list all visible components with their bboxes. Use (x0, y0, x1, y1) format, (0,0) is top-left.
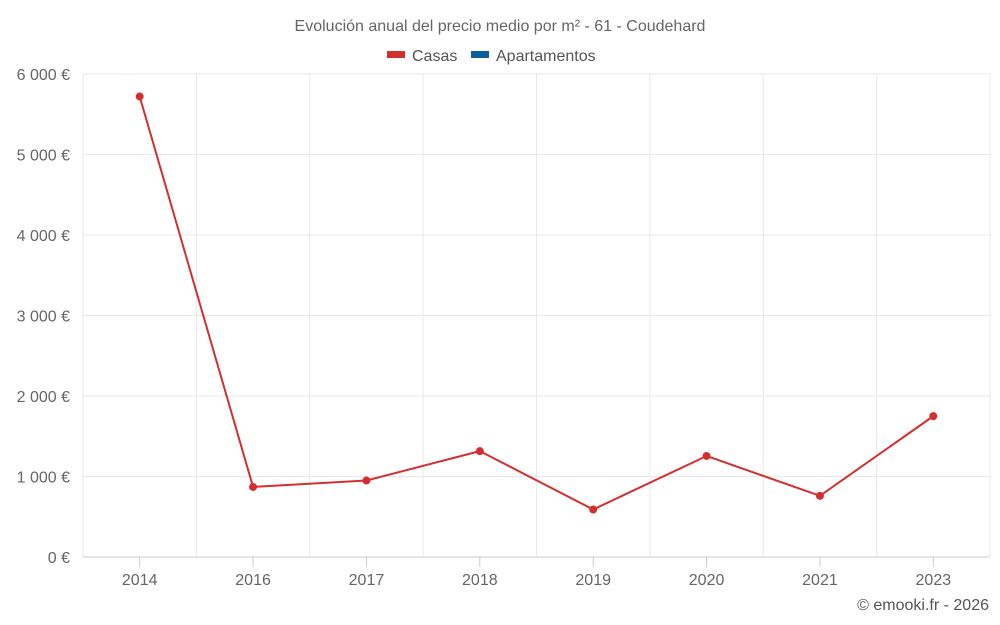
x-tick-label: 2020 (689, 572, 725, 589)
x-tick-label: 2023 (916, 572, 952, 589)
y-tick-label: 2 000 € (17, 389, 70, 406)
data-point-casas-2019[interactable] (589, 505, 598, 514)
data-point-casas-2017[interactable] (362, 476, 371, 485)
data-point-casas-2018[interactable] (475, 447, 484, 456)
x-tick-label: 2021 (802, 572, 838, 589)
x-tick-label: 2019 (575, 572, 611, 589)
y-tick-label: 6 000 € (17, 67, 70, 84)
y-tick-label: 0 € (48, 550, 70, 567)
data-point-casas-2014[interactable] (135, 92, 144, 101)
x-axis-ticks (139, 557, 934, 567)
legend-label-apartamentos[interactable]: Apartamentos (496, 48, 596, 65)
y-tick-label: 1 000 € (17, 470, 70, 487)
legend: Casas Apartamentos (387, 48, 596, 65)
y-tick-label: 4 000 € (17, 228, 70, 245)
x-axis-labels: 2014 2016 2017 2018 2019 2020 2021 2023 (122, 572, 951, 589)
legend-label-casas[interactable]: Casas (412, 48, 457, 65)
y-axis-labels: 0 € 1 000 € 2 000 € 3 000 € 4 000 € 5 000 € 6 … (17, 67, 70, 567)
legend-swatch-apartamentos (471, 51, 489, 58)
series-line-casas (138, 96, 934, 511)
y-tick-label: 5 000 € (17, 148, 70, 165)
x-tick-label: 2016 (235, 572, 271, 589)
data-point-casas-2023[interactable] (929, 412, 938, 421)
chart-title: Evolución anual del precio medio por m² … (295, 18, 706, 35)
series-layer (135, 92, 938, 514)
data-point-casas-2021[interactable] (815, 491, 824, 500)
data-point-casas-2016[interactable] (249, 482, 258, 491)
data-point-casas-2020[interactable] (702, 451, 711, 460)
x-tick-label: 2017 (349, 572, 385, 589)
credit-text: © emooki.fr - 2026 (857, 597, 989, 614)
x-tick-label: 2014 (122, 572, 158, 589)
x-tick-label: 2018 (462, 572, 498, 589)
legend-swatch-casas (387, 51, 405, 58)
y-tick-label: 3 000 € (17, 309, 70, 326)
